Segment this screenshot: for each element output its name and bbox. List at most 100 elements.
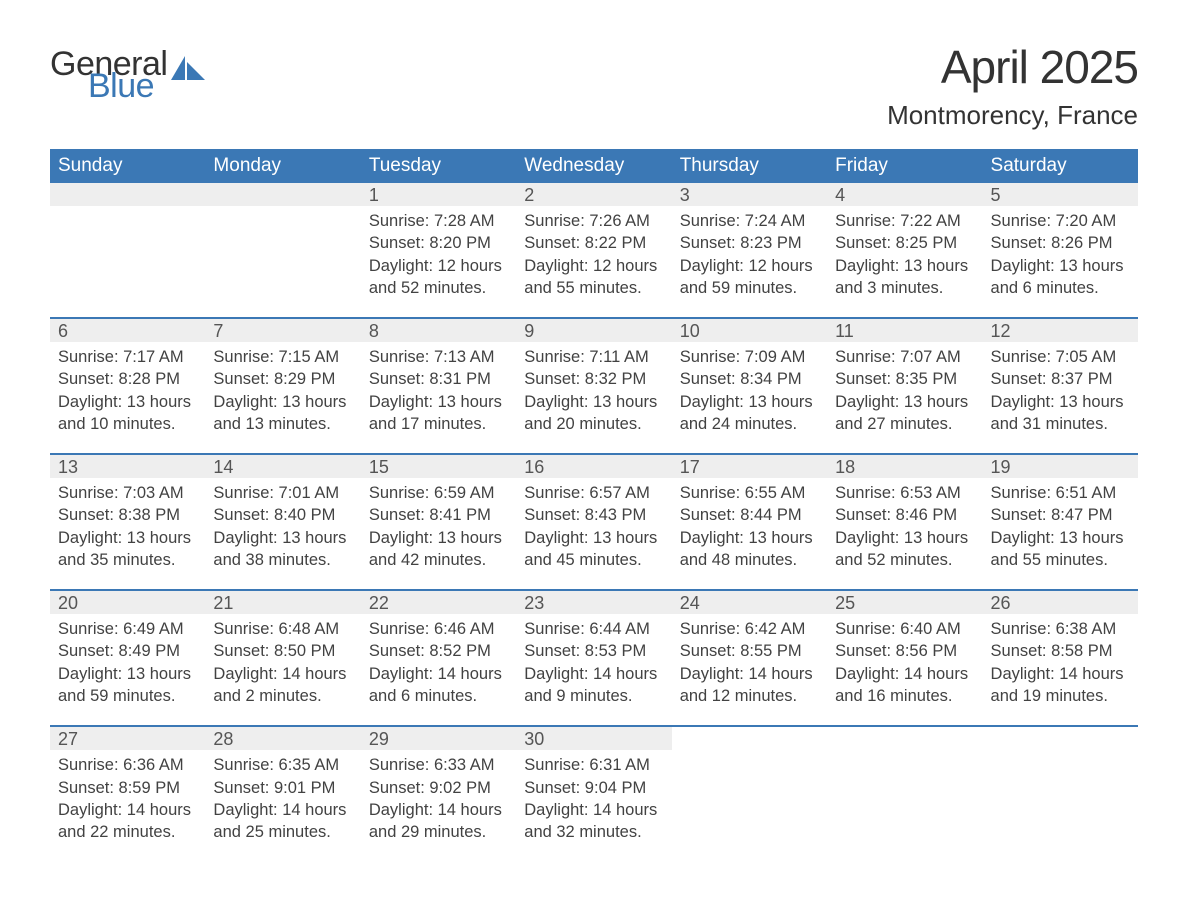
day-number-cell <box>205 183 360 206</box>
day-content-cell <box>50 206 205 318</box>
location: Montmorency, France <box>887 100 1138 131</box>
day-content-cell: Sunrise: 6:42 AMSunset: 8:55 PMDaylight:… <box>672 614 827 726</box>
daylight-line1: Daylight: 13 hours <box>835 527 974 549</box>
daylight-line1: Daylight: 13 hours <box>835 391 974 413</box>
day-content-cell: Sunrise: 6:33 AMSunset: 9:02 PMDaylight:… <box>361 750 516 861</box>
sunset-line: Sunset: 9:02 PM <box>369 777 508 799</box>
sunset-line: Sunset: 8:58 PM <box>991 640 1130 662</box>
day-content-cell: Sunrise: 6:51 AMSunset: 8:47 PMDaylight:… <box>983 478 1138 590</box>
daylight-line2: and 25 minutes. <box>213 821 352 843</box>
daylight-line2: and 24 minutes. <box>680 413 819 435</box>
weekday-header: Saturday <box>983 149 1138 183</box>
sunrise-line: Sunrise: 7:07 AM <box>835 346 974 368</box>
day-content-cell: Sunrise: 7:22 AMSunset: 8:25 PMDaylight:… <box>827 206 982 318</box>
sunrise-line: Sunrise: 6:44 AM <box>524 618 663 640</box>
sunrise-line: Sunrise: 7:22 AM <box>835 210 974 232</box>
week-daynum-row: 20212223242526 <box>50 590 1138 614</box>
day-number-cell: 7 <box>205 318 360 342</box>
daylight-line2: and 52 minutes. <box>369 277 508 299</box>
daylight-line1: Daylight: 13 hours <box>58 663 197 685</box>
sunset-line: Sunset: 8:49 PM <box>58 640 197 662</box>
daylight-line2: and 55 minutes. <box>524 277 663 299</box>
day-content-cell: Sunrise: 7:24 AMSunset: 8:23 PMDaylight:… <box>672 206 827 318</box>
day-number-cell: 23 <box>516 590 671 614</box>
day-number-cell: 11 <box>827 318 982 342</box>
sunset-line: Sunset: 8:20 PM <box>369 232 508 254</box>
day-content-cell: Sunrise: 7:11 AMSunset: 8:32 PMDaylight:… <box>516 342 671 454</box>
day-content-cell: Sunrise: 6:36 AMSunset: 8:59 PMDaylight:… <box>50 750 205 861</box>
month-title: April 2025 <box>887 40 1138 94</box>
sunrise-line: Sunrise: 7:05 AM <box>991 346 1130 368</box>
day-number-cell: 12 <box>983 318 1138 342</box>
weekday-header-row: Sunday Monday Tuesday Wednesday Thursday… <box>50 149 1138 183</box>
daylight-line2: and 6 minutes. <box>991 277 1130 299</box>
sunset-line: Sunset: 8:50 PM <box>213 640 352 662</box>
daylight-line1: Daylight: 12 hours <box>680 255 819 277</box>
sunrise-line: Sunrise: 6:51 AM <box>991 482 1130 504</box>
sunset-line: Sunset: 8:47 PM <box>991 504 1130 526</box>
daylight-line2: and 2 minutes. <box>213 685 352 707</box>
day-content-cell: Sunrise: 7:13 AMSunset: 8:31 PMDaylight:… <box>361 342 516 454</box>
sunrise-line: Sunrise: 6:46 AM <box>369 618 508 640</box>
weekday-header: Monday <box>205 149 360 183</box>
day-content-cell: Sunrise: 6:57 AMSunset: 8:43 PMDaylight:… <box>516 478 671 590</box>
sunrise-line: Sunrise: 6:59 AM <box>369 482 508 504</box>
sunset-line: Sunset: 8:32 PM <box>524 368 663 390</box>
daylight-line2: and 38 minutes. <box>213 549 352 571</box>
week-daynum-row: 6789101112 <box>50 318 1138 342</box>
daylight-line2: and 45 minutes. <box>524 549 663 571</box>
daylight-line1: Daylight: 14 hours <box>524 663 663 685</box>
daylight-line2: and 52 minutes. <box>835 549 974 571</box>
week-content-row: Sunrise: 6:36 AMSunset: 8:59 PMDaylight:… <box>50 750 1138 861</box>
daylight-line1: Daylight: 14 hours <box>58 799 197 821</box>
day-number-cell: 3 <box>672 183 827 206</box>
daylight-line2: and 27 minutes. <box>835 413 974 435</box>
daylight-line2: and 12 minutes. <box>680 685 819 707</box>
week-content-row: Sunrise: 7:17 AMSunset: 8:28 PMDaylight:… <box>50 342 1138 454</box>
day-content-cell: Sunrise: 6:40 AMSunset: 8:56 PMDaylight:… <box>827 614 982 726</box>
daylight-line2: and 13 minutes. <box>213 413 352 435</box>
sunset-line: Sunset: 8:43 PM <box>524 504 663 526</box>
day-content-cell: Sunrise: 6:38 AMSunset: 8:58 PMDaylight:… <box>983 614 1138 726</box>
daylight-line1: Daylight: 13 hours <box>58 527 197 549</box>
daylight-line2: and 35 minutes. <box>58 549 197 571</box>
daylight-line2: and 55 minutes. <box>991 549 1130 571</box>
sunset-line: Sunset: 8:28 PM <box>58 368 197 390</box>
day-content-cell: Sunrise: 6:46 AMSunset: 8:52 PMDaylight:… <box>361 614 516 726</box>
header: General Blue April 2025 Montmorency, Fra… <box>50 40 1138 131</box>
day-number-cell: 2 <box>516 183 671 206</box>
sunrise-line: Sunrise: 6:35 AM <box>213 754 352 776</box>
daylight-line1: Daylight: 14 hours <box>524 799 663 821</box>
daylight-line1: Daylight: 13 hours <box>213 391 352 413</box>
sunset-line: Sunset: 8:37 PM <box>991 368 1130 390</box>
sunset-line: Sunset: 8:26 PM <box>991 232 1130 254</box>
day-number-cell: 20 <box>50 590 205 614</box>
sunrise-line: Sunrise: 6:38 AM <box>991 618 1130 640</box>
sunset-line: Sunset: 9:04 PM <box>524 777 663 799</box>
daylight-line2: and 19 minutes. <box>991 685 1130 707</box>
sunset-line: Sunset: 8:59 PM <box>58 777 197 799</box>
week-content-row: Sunrise: 6:49 AMSunset: 8:49 PMDaylight:… <box>50 614 1138 726</box>
sunrise-line: Sunrise: 6:36 AM <box>58 754 197 776</box>
sunrise-line: Sunrise: 6:42 AM <box>680 618 819 640</box>
daylight-line1: Daylight: 13 hours <box>369 527 508 549</box>
day-content-cell <box>205 206 360 318</box>
sunset-line: Sunset: 8:34 PM <box>680 368 819 390</box>
daylight-line2: and 32 minutes. <box>524 821 663 843</box>
day-number-cell: 21 <box>205 590 360 614</box>
day-number-cell: 26 <box>983 590 1138 614</box>
calendar-body: 12345Sunrise: 7:28 AMSunset: 8:20 PMDayl… <box>50 183 1138 861</box>
sunset-line: Sunset: 8:29 PM <box>213 368 352 390</box>
logo-text-blue: Blue <box>88 72 205 101</box>
week-content-row: Sunrise: 7:03 AMSunset: 8:38 PMDaylight:… <box>50 478 1138 590</box>
sunset-line: Sunset: 9:01 PM <box>213 777 352 799</box>
day-number-cell: 13 <box>50 454 205 478</box>
day-number-cell: 28 <box>205 726 360 750</box>
daylight-line1: Daylight: 14 hours <box>835 663 974 685</box>
day-content-cell: Sunrise: 7:03 AMSunset: 8:38 PMDaylight:… <box>50 478 205 590</box>
sunrise-line: Sunrise: 6:55 AM <box>680 482 819 504</box>
day-number-cell: 24 <box>672 590 827 614</box>
daylight-line1: Daylight: 13 hours <box>680 391 819 413</box>
day-content-cell: Sunrise: 6:44 AMSunset: 8:53 PMDaylight:… <box>516 614 671 726</box>
calendar-table: Sunday Monday Tuesday Wednesday Thursday… <box>50 149 1138 861</box>
